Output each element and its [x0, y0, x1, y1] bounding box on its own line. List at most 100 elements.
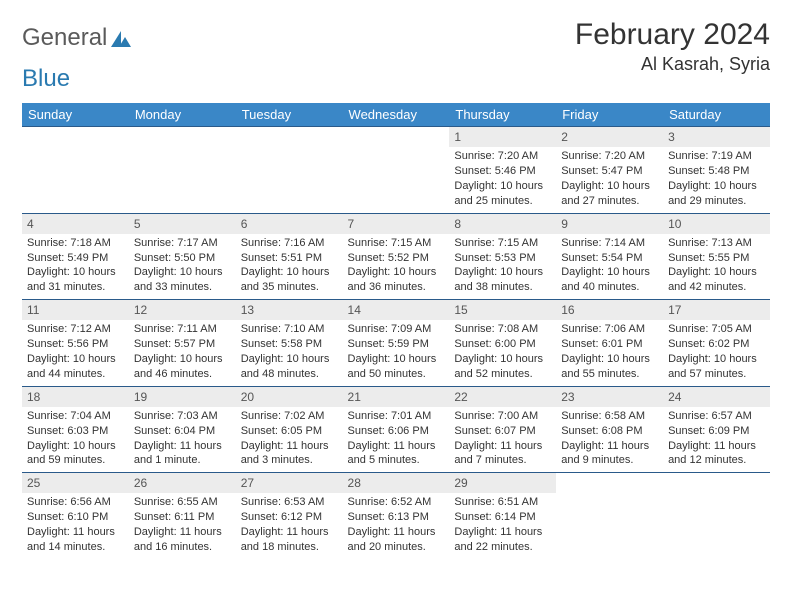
day-details: Sunrise: 7:06 AMSunset: 6:01 PMDaylight:…: [556, 322, 663, 385]
weekday-header: Monday: [129, 103, 236, 127]
weekday-header: Saturday: [663, 103, 770, 127]
sunrise-line: Sunrise: 6:53 AM: [241, 495, 338, 510]
day-number: 12: [129, 300, 236, 320]
sunset-line: Sunset: 6:07 PM: [454, 424, 551, 439]
sunset-line: Sunset: 5:56 PM: [27, 337, 124, 352]
daylight-line: Daylight: 11 hours and 14 minutes.: [27, 525, 124, 555]
day-details: Sunrise: 7:09 AMSunset: 5:59 PMDaylight:…: [343, 322, 450, 385]
calendar-cell: 20Sunrise: 7:02 AMSunset: 6:05 PMDayligh…: [236, 386, 343, 473]
day-details: Sunrise: 7:12 AMSunset: 5:56 PMDaylight:…: [22, 322, 129, 385]
sunset-line: Sunset: 6:04 PM: [134, 424, 231, 439]
day-details: Sunrise: 7:03 AMSunset: 6:04 PMDaylight:…: [129, 409, 236, 472]
calendar-cell: 11Sunrise: 7:12 AMSunset: 5:56 PMDayligh…: [22, 300, 129, 387]
calendar-table: SundayMondayTuesdayWednesdayThursdayFrid…: [22, 103, 770, 559]
calendar-cell: 16Sunrise: 7:06 AMSunset: 6:01 PMDayligh…: [556, 300, 663, 387]
day-details: Sunrise: 7:04 AMSunset: 6:03 PMDaylight:…: [22, 409, 129, 472]
daylight-line: Daylight: 11 hours and 5 minutes.: [348, 439, 445, 469]
sunset-line: Sunset: 6:05 PM: [241, 424, 338, 439]
sunset-line: Sunset: 6:03 PM: [27, 424, 124, 439]
daylight-line: Daylight: 11 hours and 20 minutes.: [348, 525, 445, 555]
calendar-cell: 13Sunrise: 7:10 AMSunset: 5:58 PMDayligh…: [236, 300, 343, 387]
sunrise-line: Sunrise: 7:06 AM: [561, 322, 658, 337]
calendar-week: 18Sunrise: 7:04 AMSunset: 6:03 PMDayligh…: [22, 386, 770, 473]
calendar-body: ........1Sunrise: 7:20 AMSunset: 5:46 PM…: [22, 127, 770, 559]
sunrise-line: Sunrise: 7:05 AM: [668, 322, 765, 337]
calendar-cell: 1Sunrise: 7:20 AMSunset: 5:46 PMDaylight…: [449, 127, 556, 214]
sunset-line: Sunset: 5:59 PM: [348, 337, 445, 352]
day-number: 21: [343, 387, 450, 407]
daylight-line: Daylight: 10 hours and 33 minutes.: [134, 265, 231, 295]
calendar-cell: 9Sunrise: 7:14 AMSunset: 5:54 PMDaylight…: [556, 213, 663, 300]
day-details: Sunrise: 7:02 AMSunset: 6:05 PMDaylight:…: [236, 409, 343, 472]
weekday-header: Wednesday: [343, 103, 450, 127]
calendar-cell: 18Sunrise: 7:04 AMSunset: 6:03 PMDayligh…: [22, 386, 129, 473]
day-details: Sunrise: 7:15 AMSunset: 5:52 PMDaylight:…: [343, 236, 450, 299]
day-number: 4: [22, 214, 129, 234]
sunrise-line: Sunrise: 7:20 AM: [561, 149, 658, 164]
daylight-line: Daylight: 10 hours and 52 minutes.: [454, 352, 551, 382]
calendar-week: 11Sunrise: 7:12 AMSunset: 5:56 PMDayligh…: [22, 300, 770, 387]
calendar-cell: 24Sunrise: 6:57 AMSunset: 6:09 PMDayligh…: [663, 386, 770, 473]
calendar-cell: 6Sunrise: 7:16 AMSunset: 5:51 PMDaylight…: [236, 213, 343, 300]
sunrise-line: Sunrise: 7:14 AM: [561, 236, 658, 251]
title-block: February 2024 Al Kasrah, Syria: [575, 18, 770, 75]
day-number: 26: [129, 473, 236, 493]
location-subtitle: Al Kasrah, Syria: [575, 54, 770, 75]
daylight-line: Daylight: 10 hours and 27 minutes.: [561, 179, 658, 209]
calendar-cell: ..: [129, 127, 236, 214]
day-number: 10: [663, 214, 770, 234]
day-details: Sunrise: 6:57 AMSunset: 6:09 PMDaylight:…: [663, 409, 770, 472]
weekday-header: Tuesday: [236, 103, 343, 127]
daylight-line: Daylight: 10 hours and 44 minutes.: [27, 352, 124, 382]
day-details: Sunrise: 7:05 AMSunset: 6:02 PMDaylight:…: [663, 322, 770, 385]
sunset-line: Sunset: 5:50 PM: [134, 251, 231, 266]
sunrise-line: Sunrise: 6:58 AM: [561, 409, 658, 424]
daylight-line: Daylight: 10 hours and 55 minutes.: [561, 352, 658, 382]
day-details: Sunrise: 6:53 AMSunset: 6:12 PMDaylight:…: [236, 495, 343, 558]
day-number: 23: [556, 387, 663, 407]
sunrise-line: Sunrise: 7:10 AM: [241, 322, 338, 337]
sunset-line: Sunset: 6:14 PM: [454, 510, 551, 525]
calendar-cell: 4Sunrise: 7:18 AMSunset: 5:49 PMDaylight…: [22, 213, 129, 300]
sunset-line: Sunset: 5:57 PM: [134, 337, 231, 352]
sunrise-line: Sunrise: 7:00 AM: [454, 409, 551, 424]
sunset-line: Sunset: 5:53 PM: [454, 251, 551, 266]
sunrise-line: Sunrise: 6:55 AM: [134, 495, 231, 510]
page-title: February 2024: [575, 18, 770, 52]
daylight-line: Daylight: 10 hours and 48 minutes.: [241, 352, 338, 382]
calendar-cell: 2Sunrise: 7:20 AMSunset: 5:47 PMDaylight…: [556, 127, 663, 214]
sunrise-line: Sunrise: 7:09 AM: [348, 322, 445, 337]
sunrise-line: Sunrise: 7:17 AM: [134, 236, 231, 251]
day-number: 22: [449, 387, 556, 407]
daylight-line: Daylight: 11 hours and 9 minutes.: [561, 439, 658, 469]
day-number: 7: [343, 214, 450, 234]
day-details: Sunrise: 7:18 AMSunset: 5:49 PMDaylight:…: [22, 236, 129, 299]
day-details: Sunrise: 6:51 AMSunset: 6:14 PMDaylight:…: [449, 495, 556, 558]
day-details: Sunrise: 7:15 AMSunset: 5:53 PMDaylight:…: [449, 236, 556, 299]
sunrise-line: Sunrise: 7:15 AM: [348, 236, 445, 251]
day-number: 16: [556, 300, 663, 320]
calendar-cell: 19Sunrise: 7:03 AMSunset: 6:04 PMDayligh…: [129, 386, 236, 473]
brand-logo: General: [22, 18, 131, 52]
sunrise-line: Sunrise: 7:13 AM: [668, 236, 765, 251]
calendar-cell: 27Sunrise: 6:53 AMSunset: 6:12 PMDayligh…: [236, 473, 343, 559]
calendar-cell: 25Sunrise: 6:56 AMSunset: 6:10 PMDayligh…: [22, 473, 129, 559]
day-details: Sunrise: 7:08 AMSunset: 6:00 PMDaylight:…: [449, 322, 556, 385]
sunrise-line: Sunrise: 6:57 AM: [668, 409, 765, 424]
day-number: 8: [449, 214, 556, 234]
day-number: 2: [556, 127, 663, 147]
daylight-line: Daylight: 10 hours and 46 minutes.: [134, 352, 231, 382]
day-details: Sunrise: 7:16 AMSunset: 5:51 PMDaylight:…: [236, 236, 343, 299]
day-number: 11: [22, 300, 129, 320]
sunset-line: Sunset: 6:10 PM: [27, 510, 124, 525]
weekday-header: Sunday: [22, 103, 129, 127]
daylight-line: Daylight: 11 hours and 1 minute.: [134, 439, 231, 469]
calendar-cell: 26Sunrise: 6:55 AMSunset: 6:11 PMDayligh…: [129, 473, 236, 559]
day-details: Sunrise: 7:17 AMSunset: 5:50 PMDaylight:…: [129, 236, 236, 299]
sunset-line: Sunset: 5:55 PM: [668, 251, 765, 266]
daylight-line: Daylight: 10 hours and 29 minutes.: [668, 179, 765, 209]
calendar-week: 25Sunrise: 6:56 AMSunset: 6:10 PMDayligh…: [22, 473, 770, 559]
calendar-cell: 3Sunrise: 7:19 AMSunset: 5:48 PMDaylight…: [663, 127, 770, 214]
sunrise-line: Sunrise: 7:12 AM: [27, 322, 124, 337]
day-details: Sunrise: 7:10 AMSunset: 5:58 PMDaylight:…: [236, 322, 343, 385]
